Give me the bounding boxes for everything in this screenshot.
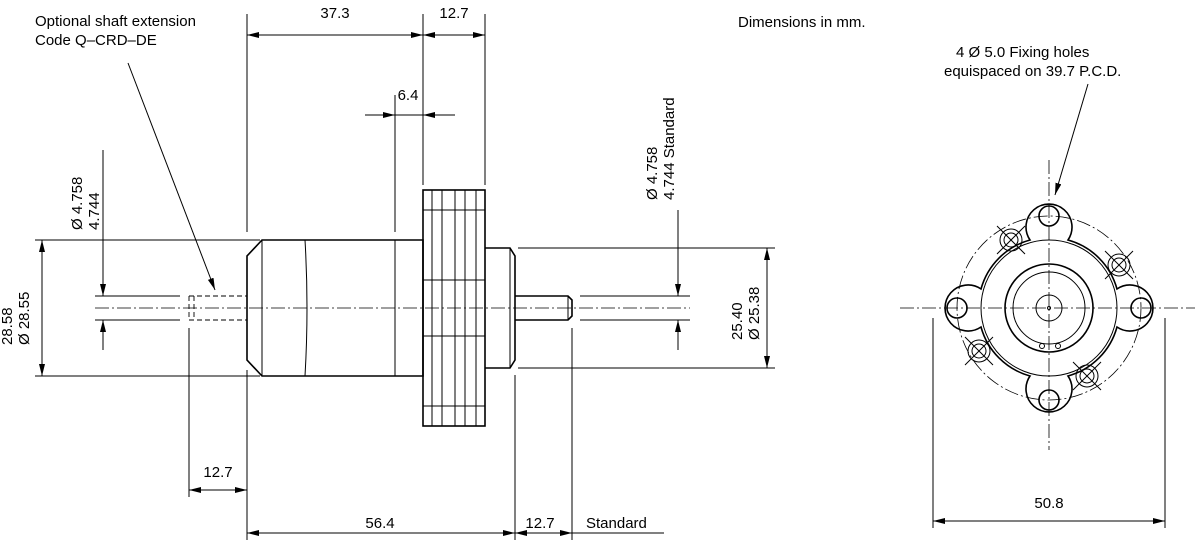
dim-12-7-flange: 12.7 <box>439 5 468 22</box>
flange-outline <box>944 203 1154 413</box>
optional-extension-note-1: Optional shaft extension <box>35 13 196 30</box>
optional-extension-leader <box>127 62 216 291</box>
screw-top-right <box>1104 250 1134 280</box>
screw-bottom-right <box>1072 361 1102 391</box>
fixing-holes-note-1: 4 Ø 5.0 Fixing holes <box>956 44 1089 61</box>
dim-pilot-dia-min: Ø 25.38 <box>746 287 763 340</box>
screw-top-left <box>996 225 1026 255</box>
dim-standard-label: Standard <box>586 515 647 532</box>
optional-shaft-extension <box>188 295 247 321</box>
dim-37-3: 37.3 <box>320 5 349 22</box>
terminal-a <box>1039 343 1045 349</box>
body-ring-outer <box>980 239 1118 377</box>
dim-ext-shaft-dia-max: Ø 4.758 <box>69 177 86 230</box>
dim-pilot-dia-max: 25.40 <box>729 302 746 340</box>
pilot-ring-inner <box>1012 271 1086 345</box>
dim-std-shaft-dia-min: 4.744 Standard <box>661 97 678 200</box>
front-view: Dimensions in mm. 4 Ø 5.0 Fixing holes e… <box>738 14 1195 528</box>
shaft-centre <box>1047 306 1051 310</box>
dim-56-4: 56.4 <box>365 515 394 532</box>
fixing-hole-left <box>946 297 968 319</box>
pcd-circle <box>956 215 1142 401</box>
terminal-b <box>1055 343 1061 349</box>
mounting-flange <box>422 189 486 427</box>
dim-50-8: 50.8 <box>1034 495 1063 512</box>
dim-ext-shaft-dia-min: 4.744 <box>86 192 103 230</box>
fixing-holes-note-2: equispaced on 39.7 P.C.D. <box>944 63 1121 80</box>
dim-std-shaft-dia-max: Ø 4.758 <box>644 147 661 200</box>
dim-body-dia-min: Ø 28.55 <box>16 292 33 345</box>
dim-12-7-ext: 12.7 <box>203 464 232 481</box>
shaft-end <box>1035 294 1063 322</box>
dim-body-dia-max: 28.58 <box>0 307 16 345</box>
pilot-ring <box>1004 263 1094 353</box>
optional-extension-note-2: Code Q–CRD–DE <box>35 32 157 49</box>
output-shaft <box>515 295 573 321</box>
units-note: Dimensions in mm. <box>738 14 866 31</box>
fixing-hole-bottom <box>1038 389 1060 411</box>
pilot-spigot <box>485 247 516 369</box>
dim-12-7-std: 12.7 <box>525 515 554 532</box>
fixing-hole-top <box>1038 205 1060 227</box>
dim-6-4: 6.4 <box>398 87 419 104</box>
screw-bottom-left <box>964 336 994 366</box>
extension-lines <box>35 14 775 540</box>
side-view: Optional shaft extension Code Q–CRD–DE 3… <box>0 5 775 540</box>
fixing-hole-right <box>1130 297 1152 319</box>
fixing-holes-leader <box>1054 83 1089 196</box>
